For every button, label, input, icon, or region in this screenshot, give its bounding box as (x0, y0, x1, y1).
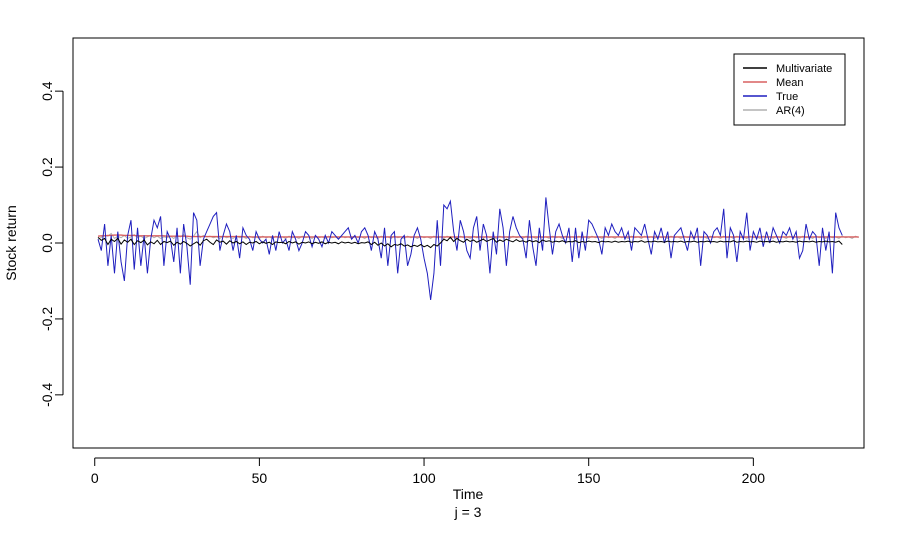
legend-label-true: True (776, 91, 798, 103)
y-axis-label: Stock return (3, 205, 19, 280)
x-tick-label: 100 (412, 470, 436, 486)
y-axis: -0.4 -0.2 0.0 0.2 0.4 (39, 81, 64, 407)
y-tick-label: 0.0 (39, 233, 55, 253)
x-tick-label: 0 (91, 470, 99, 486)
legend-label-ar-4: AR(4) (776, 105, 805, 117)
x-tick-label: 200 (742, 470, 766, 486)
legend-label-mean: Mean (776, 77, 804, 89)
x-tick-label: 150 (577, 470, 601, 486)
y-tick-label: -0.4 (39, 383, 55, 407)
x-axis: 0 50 100 150 200 (91, 457, 766, 486)
legend-box (733, 53, 846, 126)
series-line-multivariate (97, 236, 843, 249)
plot-frame (72, 37, 865, 449)
y-tick-label: -0.2 (39, 307, 55, 331)
y-tick-label: 0.4 (39, 81, 55, 101)
legend-label-multivariate: Multivariate (776, 63, 832, 75)
x-axis-sublabel: j = 3 (454, 504, 482, 520)
series-line-true (97, 197, 843, 301)
legend: Multivariate Mean True AR(4) (733, 53, 846, 126)
x-tick-label: 50 (252, 470, 268, 486)
series-layer (97, 197, 859, 301)
x-axis-label: Time (453, 486, 484, 502)
y-tick-label: 0.2 (39, 157, 55, 177)
